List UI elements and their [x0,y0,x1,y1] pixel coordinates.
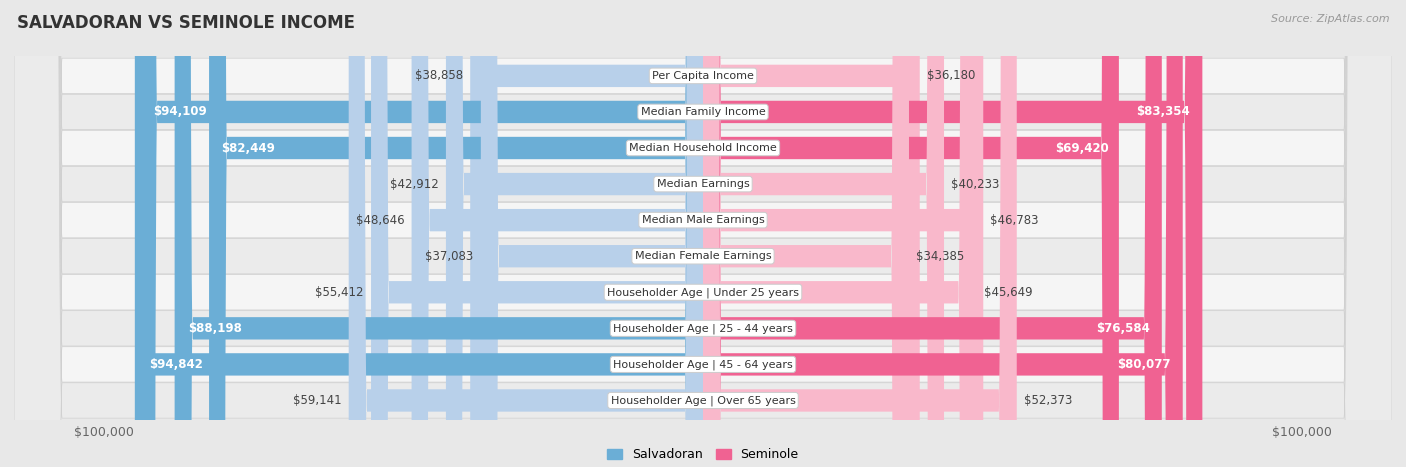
FancyBboxPatch shape [446,0,703,467]
Text: SALVADORAN VS SEMINOLE INCOME: SALVADORAN VS SEMINOLE INCOME [17,14,354,32]
FancyBboxPatch shape [135,0,703,467]
Text: $69,420: $69,420 [1054,142,1108,155]
Text: $46,783: $46,783 [990,213,1039,226]
Text: $82,449: $82,449 [221,142,276,155]
Text: $76,584: $76,584 [1097,322,1150,335]
Text: Median Earnings: Median Earnings [657,179,749,189]
FancyBboxPatch shape [14,0,1392,467]
FancyBboxPatch shape [703,0,1161,467]
Text: $34,385: $34,385 [917,250,965,263]
Text: $37,083: $37,083 [426,250,474,263]
FancyBboxPatch shape [14,0,1392,467]
FancyBboxPatch shape [349,0,703,467]
FancyBboxPatch shape [14,0,1392,467]
FancyBboxPatch shape [14,0,1392,467]
FancyBboxPatch shape [470,0,703,467]
FancyBboxPatch shape [209,0,703,467]
FancyBboxPatch shape [14,0,1392,467]
Text: Per Capita Income: Per Capita Income [652,71,754,81]
Text: $94,109: $94,109 [153,106,207,119]
FancyBboxPatch shape [481,0,703,467]
Text: $42,912: $42,912 [389,177,439,191]
Text: Median Male Earnings: Median Male Earnings [641,215,765,225]
Text: $36,180: $36,180 [927,70,976,82]
Text: $94,842: $94,842 [149,358,202,371]
FancyBboxPatch shape [139,0,703,467]
FancyBboxPatch shape [703,0,1119,467]
FancyBboxPatch shape [412,0,703,467]
FancyBboxPatch shape [703,0,1017,467]
FancyBboxPatch shape [14,0,1392,467]
Text: $83,354: $83,354 [1136,106,1189,119]
Text: Median Female Earnings: Median Female Earnings [634,251,772,261]
FancyBboxPatch shape [703,0,1182,467]
Text: $38,858: $38,858 [415,70,463,82]
Text: $52,373: $52,373 [1024,394,1073,407]
Text: Householder Age | Over 65 years: Householder Age | Over 65 years [610,395,796,406]
Text: Source: ZipAtlas.com: Source: ZipAtlas.com [1271,14,1389,24]
FancyBboxPatch shape [371,0,703,467]
FancyBboxPatch shape [703,0,977,467]
Legend: Salvadoran, Seminole: Salvadoran, Seminole [607,448,799,461]
Text: Householder Age | Under 25 years: Householder Age | Under 25 years [607,287,799,297]
FancyBboxPatch shape [703,0,983,467]
Text: $45,649: $45,649 [984,286,1032,299]
Text: Median Family Income: Median Family Income [641,107,765,117]
FancyBboxPatch shape [174,0,703,467]
Text: Median Household Income: Median Household Income [628,143,778,153]
FancyBboxPatch shape [703,0,910,467]
FancyBboxPatch shape [14,0,1392,467]
FancyBboxPatch shape [14,0,1392,467]
Text: $48,646: $48,646 [356,213,405,226]
Text: Householder Age | 45 - 64 years: Householder Age | 45 - 64 years [613,359,793,370]
FancyBboxPatch shape [703,0,943,467]
FancyBboxPatch shape [703,0,920,467]
FancyBboxPatch shape [14,0,1392,467]
Text: Householder Age | 25 - 44 years: Householder Age | 25 - 44 years [613,323,793,333]
Text: $80,077: $80,077 [1118,358,1171,371]
Text: $59,141: $59,141 [292,394,342,407]
Text: $55,412: $55,412 [315,286,364,299]
FancyBboxPatch shape [14,0,1392,467]
Text: $88,198: $88,198 [188,322,242,335]
FancyBboxPatch shape [703,0,1202,467]
Text: $40,233: $40,233 [952,177,1000,191]
